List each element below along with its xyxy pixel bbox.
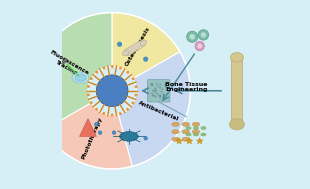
Circle shape [195, 41, 204, 51]
FancyBboxPatch shape [231, 55, 242, 126]
Polygon shape [124, 40, 145, 56]
Ellipse shape [120, 132, 138, 141]
Circle shape [119, 67, 122, 70]
Ellipse shape [182, 122, 189, 126]
Circle shape [112, 131, 116, 135]
Circle shape [153, 90, 155, 91]
Polygon shape [80, 119, 96, 136]
Ellipse shape [182, 130, 189, 134]
Circle shape [153, 95, 154, 97]
Circle shape [152, 94, 153, 96]
Ellipse shape [229, 119, 244, 130]
Circle shape [155, 96, 157, 98]
Ellipse shape [201, 126, 206, 129]
Circle shape [96, 75, 128, 107]
Circle shape [152, 90, 154, 92]
Circle shape [135, 85, 138, 88]
Ellipse shape [140, 40, 147, 46]
Wedge shape [44, 103, 132, 169]
Ellipse shape [201, 133, 206, 136]
Text: Phototherapy: Phototherapy [81, 116, 104, 160]
Circle shape [151, 84, 153, 86]
Circle shape [87, 93, 90, 96]
Circle shape [103, 67, 105, 70]
Wedge shape [112, 12, 180, 79]
Circle shape [135, 94, 137, 97]
Text: Antibacterial: Antibacterial [138, 100, 180, 122]
Circle shape [157, 86, 159, 88]
Circle shape [151, 83, 153, 85]
Text: Bone Tissue
Engineering: Bone Tissue Engineering [166, 82, 208, 92]
Wedge shape [118, 52, 190, 166]
Circle shape [163, 94, 165, 96]
Circle shape [156, 83, 158, 85]
Circle shape [151, 84, 153, 86]
Ellipse shape [182, 137, 189, 141]
Circle shape [132, 77, 135, 80]
Circle shape [165, 85, 166, 87]
Circle shape [164, 84, 166, 86]
Circle shape [187, 31, 198, 42]
Ellipse shape [186, 133, 191, 136]
Ellipse shape [230, 53, 243, 62]
Ellipse shape [192, 130, 200, 134]
Circle shape [155, 90, 157, 91]
Ellipse shape [192, 122, 200, 126]
Circle shape [119, 112, 122, 115]
Circle shape [201, 32, 206, 37]
Circle shape [198, 30, 209, 40]
Circle shape [159, 97, 161, 98]
Polygon shape [60, 58, 68, 66]
Circle shape [102, 112, 105, 115]
Circle shape [111, 113, 113, 116]
Circle shape [144, 57, 148, 61]
Circle shape [90, 77, 93, 80]
Circle shape [158, 94, 160, 96]
Circle shape [153, 94, 155, 96]
Ellipse shape [75, 74, 86, 81]
Circle shape [159, 84, 161, 85]
Circle shape [151, 83, 153, 85]
Circle shape [157, 93, 159, 95]
Circle shape [95, 71, 98, 74]
Circle shape [159, 95, 161, 97]
Polygon shape [186, 138, 193, 144]
Circle shape [117, 42, 122, 46]
Ellipse shape [193, 126, 199, 129]
Circle shape [159, 87, 161, 89]
Circle shape [111, 65, 114, 68]
Circle shape [126, 108, 129, 111]
Ellipse shape [172, 137, 179, 141]
Circle shape [161, 91, 162, 93]
Circle shape [189, 34, 195, 40]
Circle shape [90, 101, 93, 104]
Circle shape [155, 92, 157, 94]
Ellipse shape [172, 130, 179, 134]
Ellipse shape [72, 72, 89, 83]
Circle shape [144, 136, 148, 140]
Ellipse shape [172, 122, 179, 126]
Text: Osteogenesis: Osteogenesis [124, 26, 151, 67]
Wedge shape [34, 12, 112, 130]
Circle shape [131, 101, 135, 105]
Circle shape [161, 88, 163, 90]
Circle shape [159, 95, 161, 97]
Ellipse shape [122, 50, 129, 56]
Circle shape [165, 86, 167, 88]
Circle shape [126, 71, 129, 74]
Circle shape [95, 122, 98, 126]
Circle shape [155, 89, 157, 91]
Circle shape [95, 108, 98, 111]
Circle shape [87, 85, 90, 88]
FancyBboxPatch shape [148, 80, 170, 102]
Polygon shape [176, 138, 182, 144]
Circle shape [197, 44, 202, 48]
Ellipse shape [186, 126, 191, 129]
Circle shape [151, 92, 153, 94]
Ellipse shape [193, 133, 199, 136]
Text: Fluorescence
Tracing: Fluorescence Tracing [46, 50, 90, 81]
Circle shape [98, 131, 102, 135]
Polygon shape [197, 138, 203, 144]
Circle shape [154, 88, 156, 89]
